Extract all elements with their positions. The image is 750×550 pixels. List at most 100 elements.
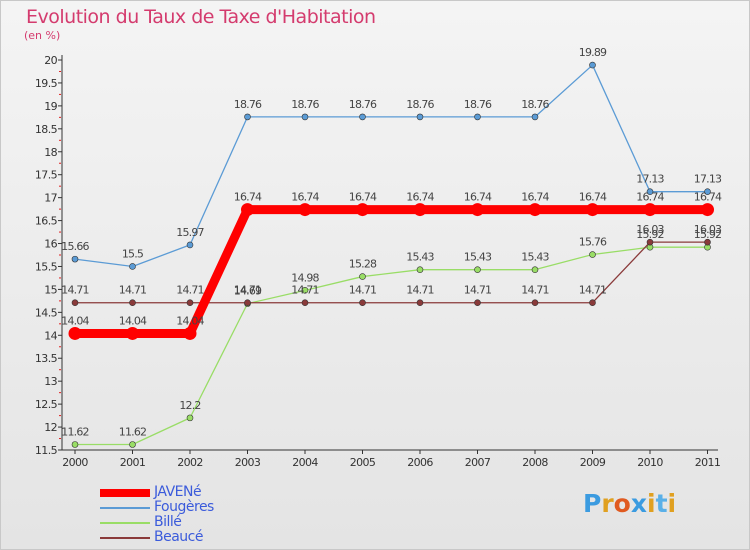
logo-letter: t <box>655 489 668 518</box>
data-label-beauce: 14.71 <box>349 284 377 297</box>
y-tick-label: 12 <box>44 421 57 434</box>
chart-title: Evolution du Taux de Taxe d'Habitation <box>26 6 376 28</box>
data-label-fougeres: 18.76 <box>464 98 492 111</box>
y-tick-label: 11.5 <box>35 444 58 457</box>
data-point-fougeres <box>359 113 366 121</box>
logo-letter: i <box>647 489 656 518</box>
data-point-fougeres <box>531 113 539 121</box>
logo-letter: x <box>630 489 647 518</box>
data-label-fougeres: 18.76 <box>406 98 434 111</box>
y-tick-label: 17 <box>44 192 57 205</box>
data-point-fougeres <box>301 113 309 121</box>
data-point-javene <box>356 203 369 217</box>
data-label-fougeres: 18.76 <box>291 98 319 111</box>
data-point-bille <box>186 414 194 422</box>
data-label-beauce: 14.71 <box>464 284 492 297</box>
data-point-beauce <box>359 299 366 307</box>
data-label-javene: 14.04 <box>61 314 89 327</box>
data-label-fougeres: 15.5 <box>122 247 144 260</box>
data-label-javene: 16.74 <box>694 191 722 204</box>
y-tick-label: 18 <box>44 146 57 159</box>
data-point-fougeres <box>71 255 79 263</box>
data-point-javene <box>528 203 542 217</box>
data-point-beauce <box>531 299 539 307</box>
data-label-beauce: 14.71 <box>119 284 147 297</box>
data-point-beauce <box>589 299 596 307</box>
data-label-fougeres: 17.13 <box>636 173 664 186</box>
data-label-javene: 14.04 <box>176 314 204 327</box>
y-tick-label: 16.5 <box>35 215 58 228</box>
x-tick-label: 2004 <box>292 456 318 469</box>
logo-letter: P <box>583 489 602 518</box>
data-point-bille <box>416 266 424 273</box>
x-tick-label: 2009 <box>580 456 606 469</box>
data-point-javene <box>126 326 139 340</box>
data-point-fougeres <box>186 241 194 249</box>
data-point-fougeres <box>704 188 711 195</box>
data-point-fougeres <box>474 113 481 121</box>
y-tick-label: 20 <box>44 54 57 67</box>
x-tick-label: 2005 <box>350 456 376 469</box>
legend-label-fougeres: Fougères <box>154 499 214 515</box>
data-label-bille: 11.62 <box>61 425 89 438</box>
y-tick-label: 14 <box>44 329 57 342</box>
data-point-javene <box>68 326 82 340</box>
logo-letter: r <box>601 489 614 518</box>
data-point-javene <box>183 326 197 340</box>
x-tick-label: 2011 <box>695 456 721 469</box>
data-label-javene: 16.74 <box>349 191 377 204</box>
y-tick-label: 14.5 <box>35 306 58 319</box>
series-line-beauce <box>75 241 708 304</box>
x-tick-label: 2007 <box>465 456 491 469</box>
data-point-bille <box>474 266 481 273</box>
data-point-fougeres <box>244 113 251 121</box>
y-tick-label: 19.5 <box>35 77 58 90</box>
data-point-javene <box>471 203 484 217</box>
series-line-javene <box>75 205 708 338</box>
logo-letter: i <box>667 489 677 518</box>
legend-swatch-bille <box>100 522 150 524</box>
data-point-bille <box>531 266 539 273</box>
x-tick-label: 2002 <box>177 456 203 469</box>
data-point-fougeres <box>589 61 596 69</box>
data-point-beauce <box>646 238 654 246</box>
data-point-beauce <box>474 299 481 307</box>
data-point-javene <box>298 203 312 217</box>
data-point-fougeres <box>646 188 654 195</box>
data-label-bille: 12.2 <box>179 399 200 412</box>
y-tick-label: 12.5 <box>35 398 58 411</box>
data-label-fougeres: 18.76 <box>234 98 262 111</box>
data-point-beauce <box>129 299 136 307</box>
legend-label-bille: Billé <box>154 514 182 530</box>
data-point-beauce <box>244 299 251 307</box>
y-tick-label: 16 <box>44 238 57 251</box>
data-label-beauce: 14.71 <box>406 284 434 297</box>
data-label-javene: 16.74 <box>636 191 664 204</box>
data-label-beauce: 14.71 <box>521 284 549 297</box>
data-label-fougeres: 18.76 <box>349 98 377 111</box>
data-point-bille <box>589 251 596 258</box>
data-label-javene: 16.74 <box>521 191 549 204</box>
data-point-beauce <box>704 238 711 246</box>
data-label-fougeres: 19.89 <box>579 46 607 59</box>
data-label-javene: 16.74 <box>406 191 434 204</box>
line-chart: 11.5 12 12.5 13 13.5 14 14.5 15 15.5 16 16.5 17 17.5… <box>35 46 723 469</box>
data-label-fougeres: 15.97 <box>176 226 204 239</box>
data-label-bille: 15.43 <box>406 251 434 264</box>
data-label-beauce: 16.03 <box>694 223 722 236</box>
data-label-javene: 16.74 <box>464 191 492 204</box>
data-label-bille: 15.92 <box>636 228 664 241</box>
data-label-bille: 15.92 <box>694 228 722 241</box>
data-label-beauce: 14.71 <box>61 284 89 297</box>
data-label-fougeres: 18.76 <box>521 98 549 111</box>
data-point-javene <box>643 203 657 217</box>
x-tick-label: 2010 <box>637 456 663 469</box>
proxiti-logo: Proxiti <box>583 489 676 518</box>
y-tick-label: 18.5 <box>35 123 58 136</box>
data-label-beauce: 14.71 <box>291 284 319 297</box>
series-line-fougeres <box>74 64 708 268</box>
data-label-javene: 16.74 <box>291 191 319 204</box>
data-label-bille: 15.43 <box>464 251 492 264</box>
data-point-beauce <box>71 299 79 307</box>
y-tick-label: 15 <box>44 283 57 296</box>
